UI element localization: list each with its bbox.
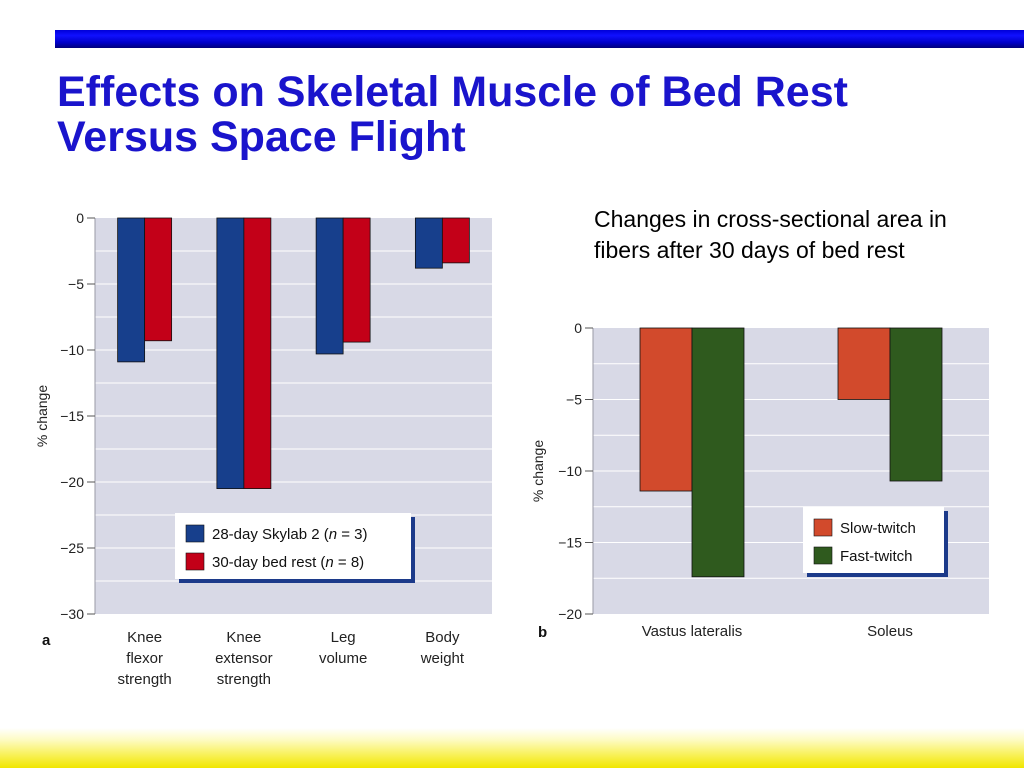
bar: [342, 217, 371, 343]
x-tick-label: Knee flexor strength: [118, 629, 172, 688]
legend-label: Slow-twitch: [840, 520, 916, 537]
bar: [441, 217, 470, 264]
legend-swatch: [185, 524, 205, 543]
bar: [243, 217, 272, 490]
y-tick-label: −15: [60, 408, 84, 424]
y-tick-label: −15: [558, 535, 582, 551]
legend-swatch: [185, 552, 205, 571]
y-tick-label: −5: [68, 276, 84, 292]
y-tick-label: −5: [566, 392, 582, 408]
bar: [691, 327, 745, 578]
x-tick-label: Knee extensor strength: [215, 629, 273, 688]
legend-swatch: [813, 518, 833, 537]
bar: [639, 327, 693, 492]
y-axis-label: % change: [34, 385, 50, 447]
bar: [889, 327, 943, 482]
y-tick-label: 0: [574, 320, 582, 336]
y-axis-label: % change: [530, 440, 546, 502]
bar: [144, 217, 173, 342]
panel-label: b: [538, 624, 547, 641]
legend-box: [175, 513, 411, 579]
bar: [117, 217, 146, 363]
chart-a-skeletal-muscle: 0 −5 −10 −15 −20 −25 −30 % change Knee flexor stre…: [34, 210, 492, 688]
legend-swatch: [813, 546, 833, 565]
bar: [315, 217, 344, 355]
bar: [414, 217, 443, 269]
x-tick-label: Leg volume: [319, 629, 367, 667]
x-tick-label: Body weight: [420, 629, 465, 667]
x-tick-label: Vastus lateralis: [642, 623, 743, 640]
y-tick-label: −30: [60, 606, 84, 622]
chart-b-caption: Changes in cross-sectional area in fiber…: [594, 206, 947, 263]
title-underline-bar: [55, 30, 1024, 48]
panel-label: a: [42, 632, 51, 649]
y-tick-label: −10: [558, 463, 582, 479]
bar: [837, 327, 891, 400]
y-tick-label: −20: [60, 474, 84, 490]
x-tick-label: Soleus: [867, 623, 913, 640]
y-tick-label: −20: [558, 606, 582, 622]
bar: [216, 217, 245, 490]
legend-label: Fast-twitch: [840, 548, 913, 565]
legend-label: 28-day Skylab 2 (n = 3): [212, 526, 368, 543]
y-tick-label: 0: [76, 210, 84, 226]
legend-label: 30-day bed rest (n = 8): [212, 554, 364, 571]
y-tick-label: −25: [60, 540, 84, 556]
y-tick-label: −10: [60, 342, 84, 358]
slide-title: Effects on Skeletal Muscle of Bed Rest V…: [57, 68, 848, 161]
footer-gradient-band: [0, 728, 1024, 768]
chart-b-fiber-area: 0 −5 −10 −15 −20 % change Vastus lateralis Sole…: [530, 320, 989, 641]
